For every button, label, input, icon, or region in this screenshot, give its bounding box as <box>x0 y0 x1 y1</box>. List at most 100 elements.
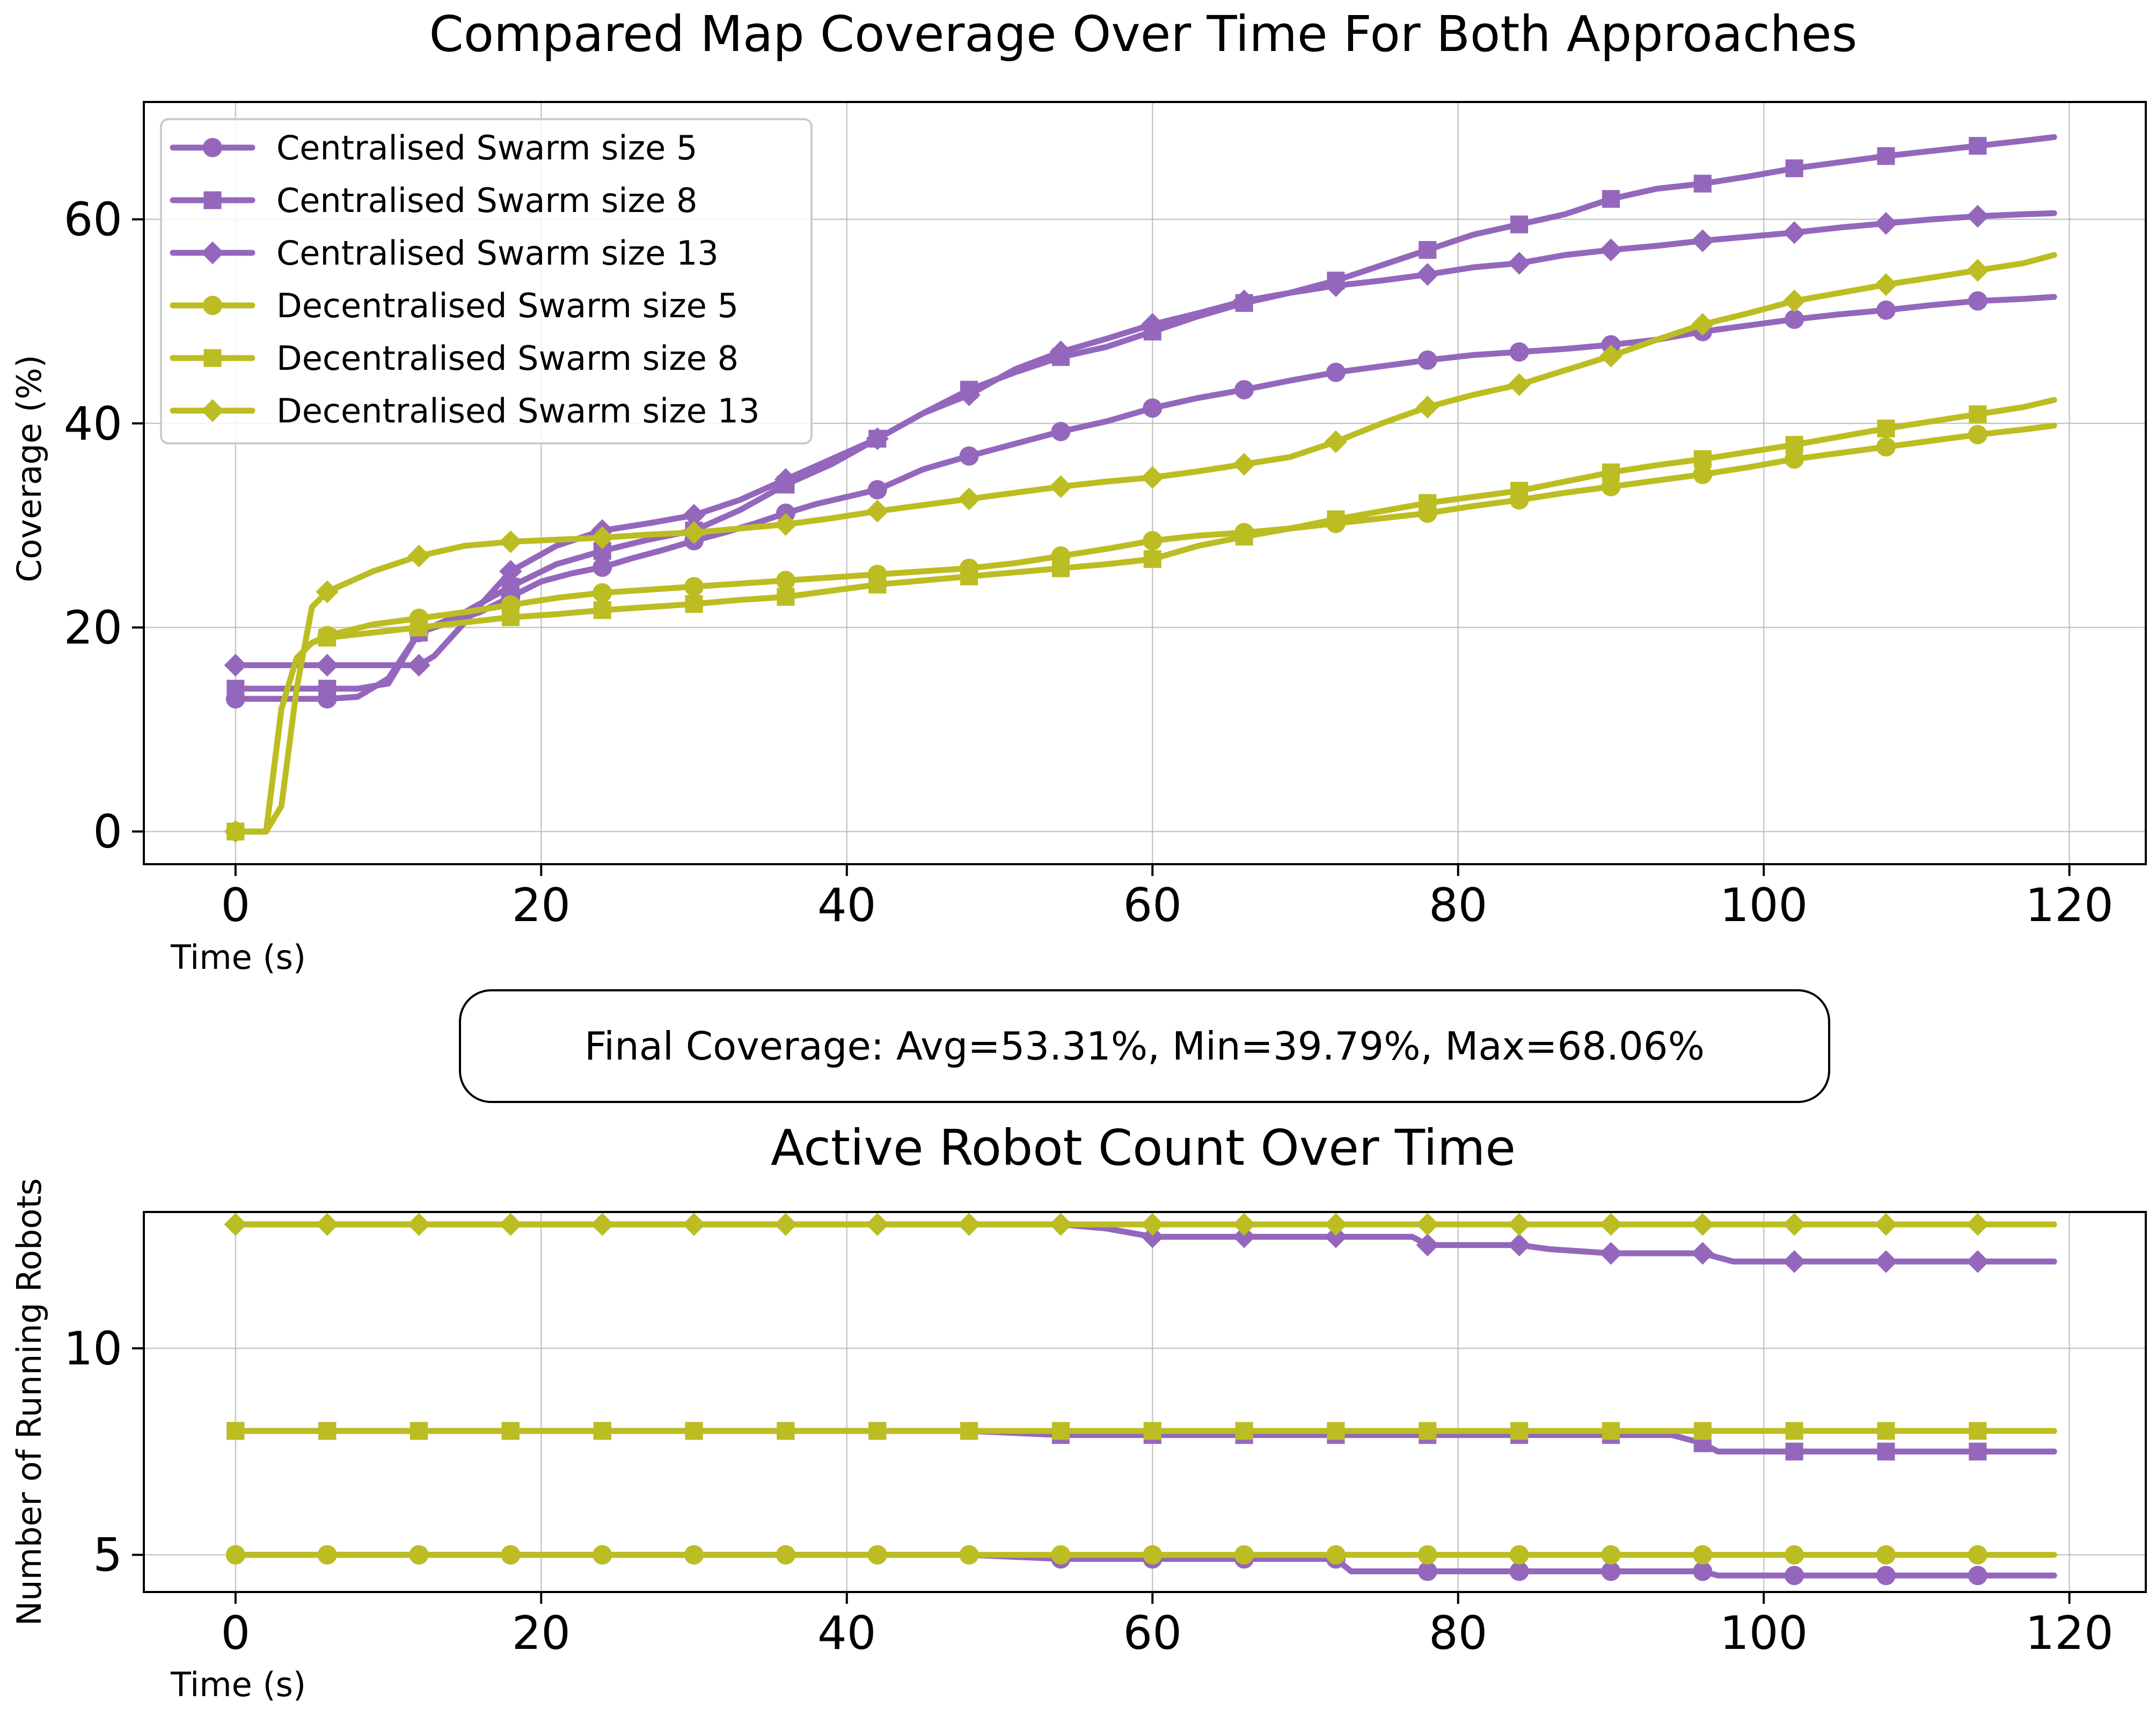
coverage-series-0-point <box>867 480 887 500</box>
coverage-xtick-label: 20 <box>512 879 571 932</box>
coverage-series-2-point <box>1141 313 1164 336</box>
coverage-series-2-point <box>1966 205 1990 228</box>
coverage-series-1-point <box>1602 190 1620 208</box>
coverage-series-5-point <box>1049 475 1072 498</box>
robot-count-series-5-point <box>774 1213 798 1236</box>
coverage-series-2-point <box>1508 252 1531 275</box>
coverage-series-5-point <box>1874 273 1898 296</box>
robot-count-series-3-point <box>1693 1545 1713 1565</box>
coverage-series-3-point <box>776 571 795 590</box>
robot-count-series-1-point <box>1969 1442 1987 1461</box>
coverage-series-0-point <box>593 557 612 577</box>
robot-count-series-3-point <box>959 1545 979 1565</box>
coverage-ytick-label: 20 <box>64 601 122 655</box>
legend-marker <box>203 296 222 315</box>
robot-count-series-3-point <box>1509 1545 1529 1565</box>
coverage-series-5-point <box>1966 259 1990 282</box>
coverage-series-1-point <box>226 680 245 698</box>
coverage-series-5-point <box>682 521 706 544</box>
coverage-ytick-label: 40 <box>64 397 122 451</box>
robot-count-xtick-label: 20 <box>512 1607 571 1660</box>
coverage-series-1-point <box>1785 159 1803 178</box>
coverage-chart: Compared Map Coverage Over Time For Both… <box>10 5 2147 977</box>
robot-count-series-4-point <box>1235 1422 1253 1440</box>
robot-count-series-3-point <box>1143 1545 1163 1565</box>
robot-count-series-4-point <box>1785 1422 1803 1440</box>
robot-count-series-0-point <box>1693 1561 1713 1581</box>
coverage-series-2-point <box>1232 289 1256 312</box>
coverage-series-1-point <box>1510 215 1529 233</box>
robot-count-series-0-point <box>1417 1561 1437 1581</box>
robot-count-series-0-point <box>1509 1561 1529 1581</box>
robot-count-series-1-point <box>1877 1442 1895 1461</box>
robot-count-series-4-point <box>1143 1422 1161 1440</box>
robot-count-xtick-label: 100 <box>1720 1607 1808 1660</box>
robot-count-series-3-point <box>1234 1545 1254 1565</box>
coverage-grid <box>144 102 2146 864</box>
robot-count-series-4-point <box>593 1422 611 1440</box>
coverage-ytick-label: 0 <box>93 805 122 859</box>
legend-box <box>160 118 813 444</box>
coverage-series-4-point <box>1419 494 1437 512</box>
coverage-series-5-point <box>1599 345 1623 368</box>
coverage-series-5-point <box>958 487 981 510</box>
coverage-series-2-point <box>1416 263 1439 286</box>
robot-count-chart-title: Active Robot Count Over Time <box>771 1119 1516 1177</box>
coverage-series-4-point <box>1143 550 1161 568</box>
robot-count-series-5-point <box>1324 1213 1348 1236</box>
coverage-series-2-point <box>499 560 522 583</box>
coverage-series-0-point <box>1785 309 1804 329</box>
coverage-series-5-point <box>1141 466 1164 489</box>
robot-count-series-3-point <box>1785 1545 1804 1565</box>
legend-marker <box>201 399 224 422</box>
coverage-series-0-point <box>1509 342 1529 362</box>
coverage-series-5-point <box>224 820 247 843</box>
coverage-series-2-point <box>224 654 247 677</box>
coverage-series-4-point <box>501 608 520 626</box>
robot-count-series-5-point <box>866 1213 889 1236</box>
robot-count-series-0-point <box>1785 1566 1804 1586</box>
robot-count-series-5-point <box>958 1213 981 1236</box>
coverage-series-4-point <box>1051 559 1070 578</box>
coverage-series-3-point <box>1143 531 1163 551</box>
coverage-chart-title: Compared Map Coverage Over Time For Both… <box>429 5 1858 63</box>
coverage-series-0-point <box>1051 422 1071 442</box>
legend-label: Centralised Swarm size 13 <box>276 233 719 273</box>
coverage-series-5-point <box>1508 373 1531 396</box>
robot-count-series-5-point <box>1508 1213 1531 1236</box>
coverage-series-4-point <box>1510 481 1529 500</box>
coverage-series-1-point <box>1693 174 1712 193</box>
robot-count-series-4-point <box>777 1422 795 1440</box>
robot-count-series-4-point <box>1969 1422 1987 1440</box>
coverage-series-4-point <box>1877 419 1895 437</box>
robot-count-series-5-point <box>590 1213 614 1236</box>
robot-count-xtick-label: 80 <box>1429 1607 1487 1660</box>
robot-count-series-5-point <box>1691 1213 1714 1236</box>
coverage-series-0-point <box>1326 362 1346 382</box>
robot-count-chart: Active Robot Count Over Time 0 20 40 60 80 10… <box>10 1119 2147 1704</box>
robot-count-series-4-point <box>1693 1422 1712 1440</box>
robot-count-ylabel: Number of Running Robots <box>10 1178 49 1626</box>
robot-count-ticks: 0 20 40 60 80 100 120 5 10 <box>64 1322 2114 1660</box>
coverage-series-2-point <box>958 383 981 406</box>
coverage-series-4-point <box>1969 405 1987 423</box>
coverage-series-2-point <box>774 468 798 491</box>
coverage-series-5-point <box>1782 289 1806 312</box>
legend-marker <box>201 241 224 265</box>
robot-count-series-0-point <box>1876 1566 1896 1586</box>
robot-count-series-2-point <box>1324 1225 1348 1248</box>
robot-count-series <box>224 1213 2057 1586</box>
coverage-xtick-label: 120 <box>2026 879 2114 932</box>
coverage-series-2-point <box>866 427 889 450</box>
coverage-series-5-point <box>1416 396 1439 419</box>
robot-count-series-4-point <box>685 1422 703 1440</box>
final-coverage-summary: Final Coverage: Avg=53.31%, Min=39.79%, … <box>459 989 1830 1103</box>
robot-count-series-5-point <box>224 1213 247 1236</box>
robot-count-series-0-point <box>1601 1561 1621 1581</box>
robot-count-series-4-point <box>1327 1422 1345 1440</box>
robot-count-series-2-point <box>1232 1225 1256 1248</box>
robot-count-series-0-point <box>1968 1566 1987 1586</box>
coverage-series-4-point <box>1785 436 1803 454</box>
coverage-series-0-point <box>1876 300 1896 320</box>
robot-count-series-3-point <box>501 1545 521 1565</box>
